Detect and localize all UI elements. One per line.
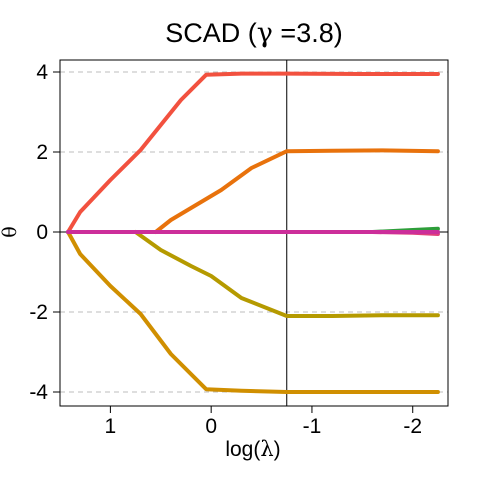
x-axis-label: log(λ) [225,437,280,461]
y-tick-label-4: 4 [36,61,48,84]
x-tick-label-3: -2 [403,415,422,438]
y-axis-label: θ [0,226,21,237]
y-tick-label-2: 0 [36,221,48,244]
series-line-2 [153,148,440,234]
series-lines [66,71,440,394]
series-line-3 [133,230,440,318]
chart-title: SCAD (γ =3.8) [165,18,342,49]
x-axis-ticks: 1 0 -1 -2 [105,406,422,438]
y-axis-ticks: -4 -2 0 2 4 [29,61,60,404]
x-tick-label-1: 0 [205,415,217,438]
x-tick-label-2: -1 [303,415,322,438]
y-tick-label-0: -4 [29,381,48,404]
series-line-1 [66,71,440,234]
series-line-4 [66,230,440,394]
y-tick-label-1: -2 [29,301,48,324]
x-tick-label-0: 1 [105,415,117,438]
plot-frame [59,59,449,407]
y-tick-label-3: 2 [36,141,48,164]
